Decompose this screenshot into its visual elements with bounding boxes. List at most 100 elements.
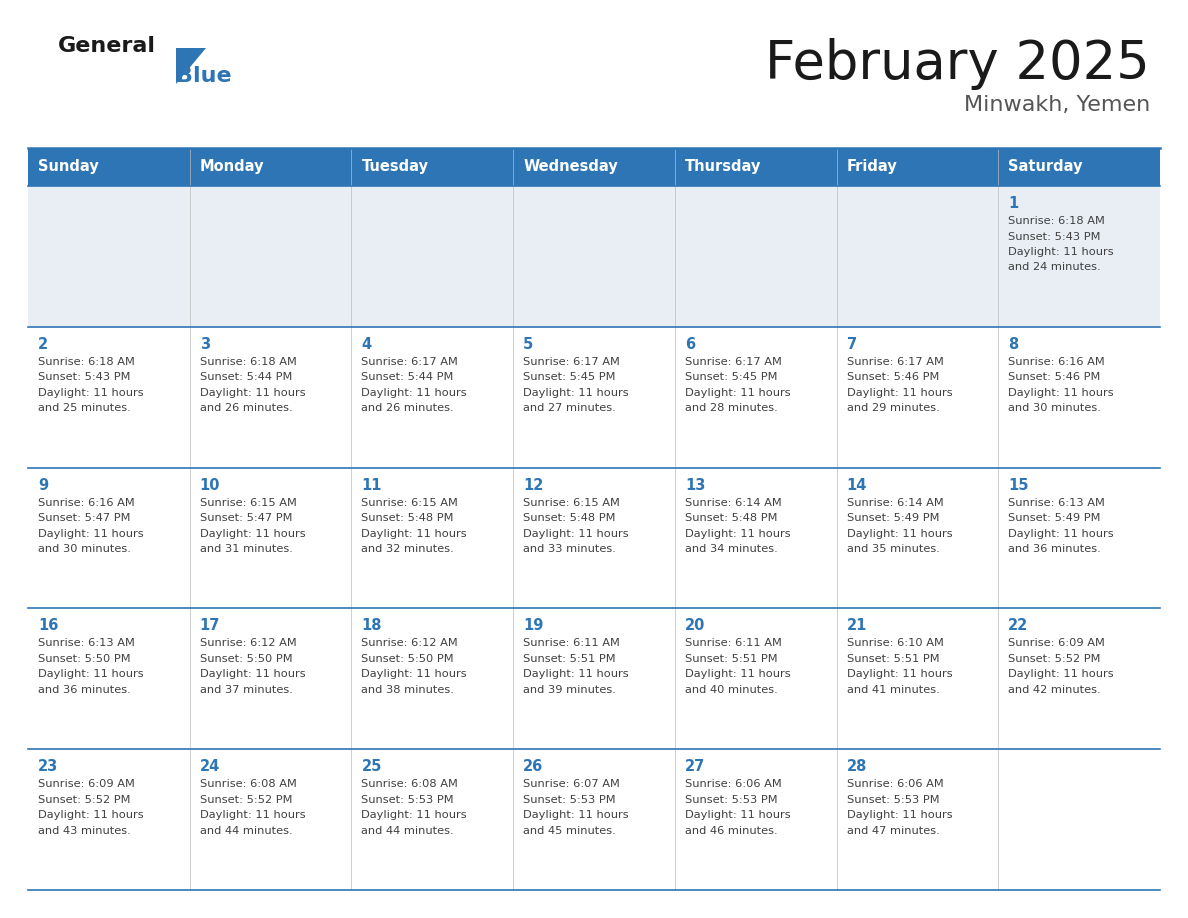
Text: Sunrise: 6:12 AM: Sunrise: 6:12 AM [200, 638, 297, 648]
Text: Daylight: 11 hours: Daylight: 11 hours [38, 811, 144, 820]
Text: and 30 minutes.: and 30 minutes. [1009, 403, 1101, 413]
Text: 24: 24 [200, 759, 220, 774]
Text: Daylight: 11 hours: Daylight: 11 hours [200, 669, 305, 679]
Text: Saturday: Saturday [1009, 160, 1082, 174]
Text: Sunset: 5:53 PM: Sunset: 5:53 PM [847, 795, 940, 805]
Text: Sunrise: 6:18 AM: Sunrise: 6:18 AM [1009, 216, 1105, 226]
Text: Sunrise: 6:12 AM: Sunrise: 6:12 AM [361, 638, 459, 648]
Text: 6: 6 [684, 337, 695, 352]
Text: Daylight: 11 hours: Daylight: 11 hours [1009, 247, 1114, 257]
FancyBboxPatch shape [29, 467, 1159, 609]
Text: Sunset: 5:50 PM: Sunset: 5:50 PM [361, 654, 454, 664]
Text: Daylight: 11 hours: Daylight: 11 hours [523, 669, 628, 679]
Text: 21: 21 [847, 619, 867, 633]
Text: Sunday: Sunday [38, 160, 99, 174]
Text: Daylight: 11 hours: Daylight: 11 hours [684, 669, 790, 679]
Text: Sunset: 5:44 PM: Sunset: 5:44 PM [200, 373, 292, 382]
Text: 17: 17 [200, 619, 220, 633]
Text: and 30 minutes.: and 30 minutes. [38, 544, 131, 554]
Text: Sunrise: 6:13 AM: Sunrise: 6:13 AM [38, 638, 135, 648]
Text: 3: 3 [200, 337, 210, 352]
Text: Sunset: 5:52 PM: Sunset: 5:52 PM [1009, 654, 1101, 664]
Text: Daylight: 11 hours: Daylight: 11 hours [361, 811, 467, 820]
Text: Sunset: 5:45 PM: Sunset: 5:45 PM [684, 373, 777, 382]
Text: Sunset: 5:47 PM: Sunset: 5:47 PM [38, 513, 131, 523]
Text: Daylight: 11 hours: Daylight: 11 hours [200, 529, 305, 539]
Text: Sunset: 5:46 PM: Sunset: 5:46 PM [1009, 373, 1100, 382]
Text: Daylight: 11 hours: Daylight: 11 hours [200, 387, 305, 397]
Text: 25: 25 [361, 759, 381, 774]
Text: and 40 minutes.: and 40 minutes. [684, 685, 778, 695]
Text: Sunset: 5:43 PM: Sunset: 5:43 PM [38, 373, 131, 382]
Text: 26: 26 [523, 759, 543, 774]
Text: 8: 8 [1009, 337, 1018, 352]
Text: Sunset: 5:51 PM: Sunset: 5:51 PM [684, 654, 777, 664]
Text: Sunrise: 6:18 AM: Sunrise: 6:18 AM [200, 357, 297, 367]
Text: Daylight: 11 hours: Daylight: 11 hours [38, 529, 144, 539]
Text: Daylight: 11 hours: Daylight: 11 hours [847, 529, 953, 539]
Text: 11: 11 [361, 477, 381, 493]
Text: Wednesday: Wednesday [523, 160, 618, 174]
Text: Minwakh, Yemen: Minwakh, Yemen [963, 95, 1150, 115]
Text: Sunrise: 6:09 AM: Sunrise: 6:09 AM [1009, 638, 1105, 648]
Text: Daylight: 11 hours: Daylight: 11 hours [38, 387, 144, 397]
Text: Sunset: 5:51 PM: Sunset: 5:51 PM [523, 654, 615, 664]
Text: Daylight: 11 hours: Daylight: 11 hours [361, 387, 467, 397]
Text: Daylight: 11 hours: Daylight: 11 hours [200, 811, 305, 820]
Text: 28: 28 [847, 759, 867, 774]
Text: Sunrise: 6:15 AM: Sunrise: 6:15 AM [200, 498, 297, 508]
Polygon shape [176, 48, 206, 84]
Text: Sunset: 5:49 PM: Sunset: 5:49 PM [847, 513, 939, 523]
Text: and 39 minutes.: and 39 minutes. [523, 685, 617, 695]
Text: Sunrise: 6:17 AM: Sunrise: 6:17 AM [361, 357, 459, 367]
Text: 2: 2 [38, 337, 49, 352]
Text: Daylight: 11 hours: Daylight: 11 hours [847, 811, 953, 820]
Text: and 35 minutes.: and 35 minutes. [847, 544, 940, 554]
Text: Sunset: 5:43 PM: Sunset: 5:43 PM [1009, 231, 1101, 241]
Text: Sunrise: 6:09 AM: Sunrise: 6:09 AM [38, 779, 135, 789]
Text: Friday: Friday [847, 160, 897, 174]
Text: Sunrise: 6:16 AM: Sunrise: 6:16 AM [1009, 357, 1105, 367]
Text: Daylight: 11 hours: Daylight: 11 hours [847, 387, 953, 397]
Text: Tuesday: Tuesday [361, 160, 429, 174]
Text: Sunset: 5:51 PM: Sunset: 5:51 PM [847, 654, 940, 664]
Text: and 34 minutes.: and 34 minutes. [684, 544, 778, 554]
Text: and 28 minutes.: and 28 minutes. [684, 403, 778, 413]
Text: Sunrise: 6:17 AM: Sunrise: 6:17 AM [847, 357, 943, 367]
Text: Sunrise: 6:06 AM: Sunrise: 6:06 AM [684, 779, 782, 789]
Text: Sunrise: 6:17 AM: Sunrise: 6:17 AM [523, 357, 620, 367]
Text: Sunrise: 6:18 AM: Sunrise: 6:18 AM [38, 357, 135, 367]
Text: Daylight: 11 hours: Daylight: 11 hours [847, 669, 953, 679]
Text: Sunset: 5:48 PM: Sunset: 5:48 PM [523, 513, 615, 523]
Text: Sunrise: 6:14 AM: Sunrise: 6:14 AM [684, 498, 782, 508]
Text: Daylight: 11 hours: Daylight: 11 hours [1009, 529, 1114, 539]
Text: 22: 22 [1009, 619, 1029, 633]
Text: and 36 minutes.: and 36 minutes. [38, 685, 131, 695]
Text: Sunset: 5:53 PM: Sunset: 5:53 PM [684, 795, 777, 805]
Text: Sunrise: 6:10 AM: Sunrise: 6:10 AM [847, 638, 943, 648]
Text: and 47 minutes.: and 47 minutes. [847, 825, 940, 835]
Text: Sunrise: 6:07 AM: Sunrise: 6:07 AM [523, 779, 620, 789]
Text: Sunset: 5:49 PM: Sunset: 5:49 PM [1009, 513, 1101, 523]
Text: Daylight: 11 hours: Daylight: 11 hours [684, 387, 790, 397]
Text: 1: 1 [1009, 196, 1018, 211]
Text: Monday: Monday [200, 160, 264, 174]
Text: 16: 16 [38, 619, 58, 633]
Text: Daylight: 11 hours: Daylight: 11 hours [361, 529, 467, 539]
Text: and 46 minutes.: and 46 minutes. [684, 825, 777, 835]
Text: and 43 minutes.: and 43 minutes. [38, 825, 131, 835]
Text: and 44 minutes.: and 44 minutes. [361, 825, 454, 835]
Text: 12: 12 [523, 477, 544, 493]
Text: Sunset: 5:52 PM: Sunset: 5:52 PM [200, 795, 292, 805]
Text: Sunset: 5:47 PM: Sunset: 5:47 PM [200, 513, 292, 523]
Text: and 26 minutes.: and 26 minutes. [361, 403, 454, 413]
Text: Daylight: 11 hours: Daylight: 11 hours [523, 387, 628, 397]
Text: and 31 minutes.: and 31 minutes. [200, 544, 292, 554]
Text: 10: 10 [200, 477, 220, 493]
Text: 9: 9 [38, 477, 49, 493]
Text: and 25 minutes.: and 25 minutes. [38, 403, 131, 413]
Text: and 38 minutes.: and 38 minutes. [361, 685, 454, 695]
Text: Sunrise: 6:14 AM: Sunrise: 6:14 AM [847, 498, 943, 508]
Text: Sunset: 5:52 PM: Sunset: 5:52 PM [38, 795, 131, 805]
Text: Sunrise: 6:13 AM: Sunrise: 6:13 AM [1009, 498, 1105, 508]
